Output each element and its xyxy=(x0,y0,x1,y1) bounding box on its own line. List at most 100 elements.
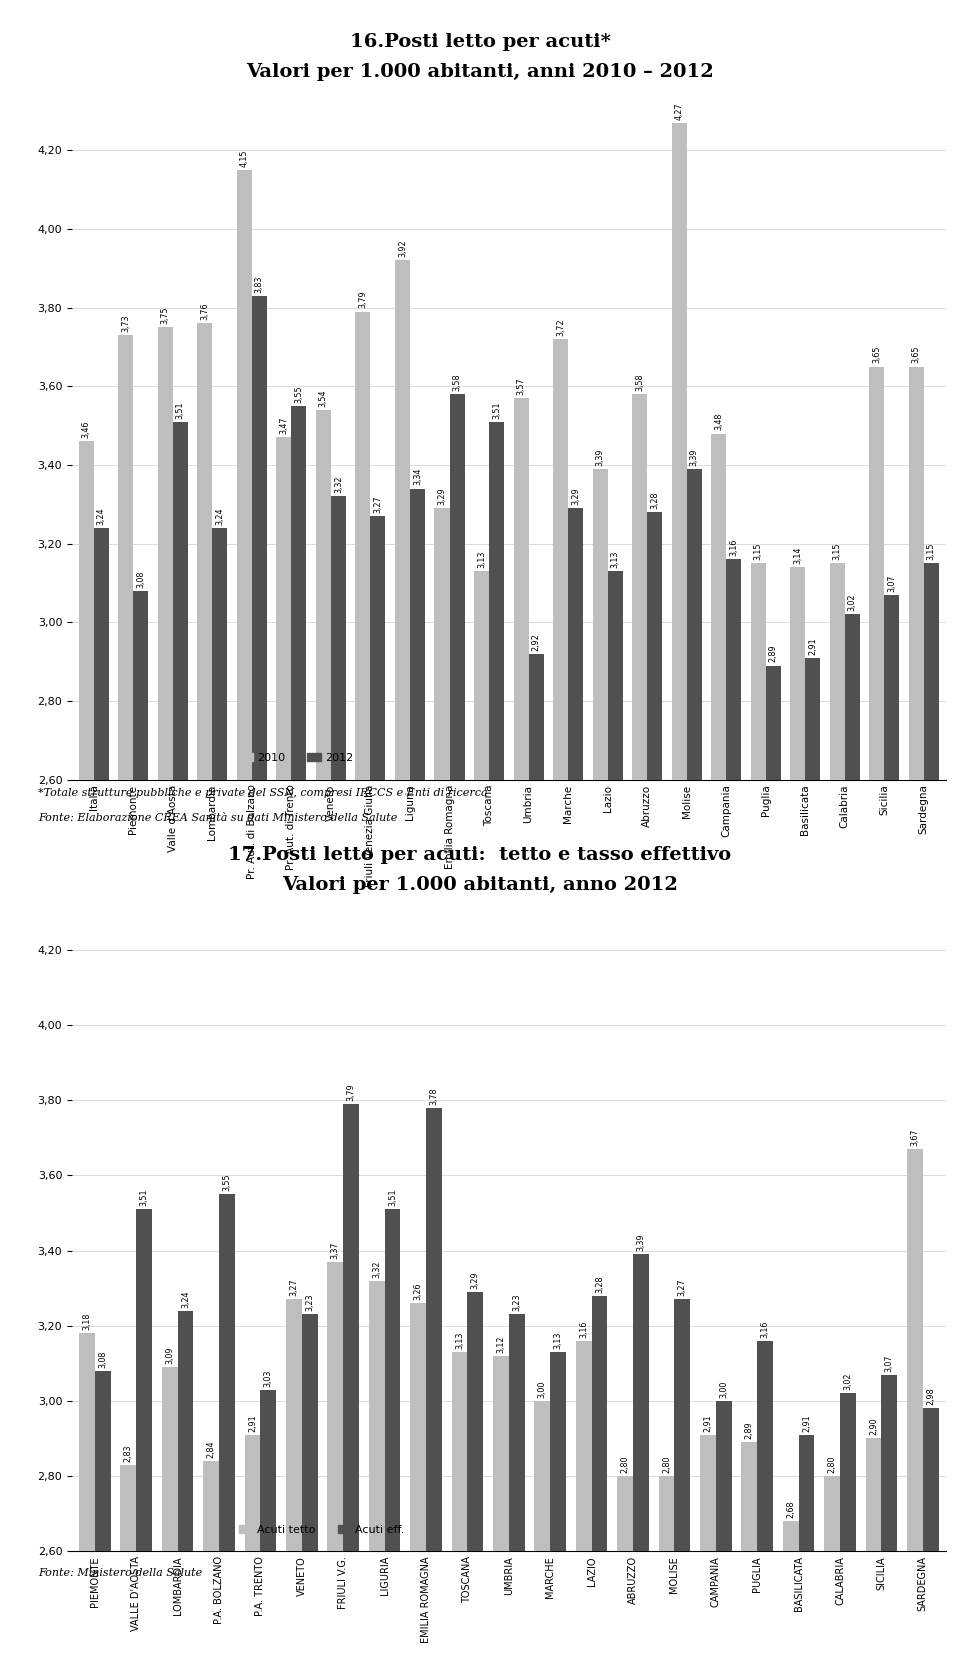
Bar xyxy=(95,1370,110,1659)
Text: 2,91: 2,91 xyxy=(704,1413,712,1432)
Text: 3,67: 3,67 xyxy=(910,1128,920,1146)
Bar xyxy=(825,1477,840,1659)
Text: 3,79: 3,79 xyxy=(347,1083,355,1102)
Text: 2,91: 2,91 xyxy=(248,1413,257,1432)
Text: 3,03: 3,03 xyxy=(264,1369,273,1387)
Bar xyxy=(219,1194,234,1659)
Text: 3,27: 3,27 xyxy=(289,1279,299,1296)
Text: Valori per 1.000 abitanti, anno 2012: Valori per 1.000 abitanti, anno 2012 xyxy=(282,876,678,894)
Bar xyxy=(790,567,805,1659)
Text: 3,13: 3,13 xyxy=(477,551,486,567)
Text: 3,28: 3,28 xyxy=(595,1276,604,1292)
Text: 3,29: 3,29 xyxy=(438,488,446,504)
Bar xyxy=(136,1209,152,1659)
Text: 3,16: 3,16 xyxy=(579,1321,588,1337)
Bar xyxy=(79,441,94,1659)
Bar xyxy=(924,564,939,1659)
Bar xyxy=(451,1352,468,1659)
Bar xyxy=(371,516,386,1659)
Bar xyxy=(118,335,133,1659)
Text: 16.Posti letto per acuti*: 16.Posti letto per acuti* xyxy=(349,33,611,51)
Bar xyxy=(576,1340,591,1659)
Bar xyxy=(355,312,371,1659)
Text: 3,14: 3,14 xyxy=(793,547,803,564)
Bar xyxy=(700,1435,716,1659)
Bar xyxy=(276,438,292,1659)
Bar xyxy=(884,596,900,1659)
Bar xyxy=(672,123,686,1659)
Text: 3,51: 3,51 xyxy=(388,1190,396,1206)
Text: 3,13: 3,13 xyxy=(455,1332,464,1349)
Bar xyxy=(286,1299,301,1659)
Bar xyxy=(686,469,702,1659)
Bar xyxy=(198,324,212,1659)
Bar xyxy=(449,395,465,1659)
Legend: 2010, 2012: 2010, 2012 xyxy=(235,748,358,768)
Text: 2,89: 2,89 xyxy=(745,1422,754,1440)
Text: 3,57: 3,57 xyxy=(516,377,525,395)
Text: 17.Posti letto per acuti:  tetto e tasso effettivo: 17.Posti letto per acuti: tetto e tasso … xyxy=(228,846,732,864)
Bar xyxy=(829,564,845,1659)
Text: 3,16: 3,16 xyxy=(730,539,738,556)
Text: *Totale strutture pubbliche e private del SSN, compresi IRCCS e Enti di ricerca: *Totale strutture pubbliche e private de… xyxy=(38,788,488,798)
Bar xyxy=(870,367,884,1659)
Text: 3,39: 3,39 xyxy=(636,1234,645,1251)
Legend: Acuti tetto, Acuti eff.: Acuti tetto, Acuti eff. xyxy=(235,1520,409,1540)
Bar xyxy=(783,1521,799,1659)
Text: 3,65: 3,65 xyxy=(873,347,881,363)
Text: 3,15: 3,15 xyxy=(832,542,842,561)
Text: 3,26: 3,26 xyxy=(414,1282,422,1301)
Text: 2,83: 2,83 xyxy=(124,1445,132,1462)
Text: 2,80: 2,80 xyxy=(621,1455,630,1473)
Bar xyxy=(173,421,188,1659)
Bar xyxy=(292,406,306,1659)
Bar xyxy=(881,1375,898,1659)
Bar xyxy=(468,1292,483,1659)
Text: 3,75: 3,75 xyxy=(160,307,170,324)
Bar xyxy=(907,1150,923,1659)
Bar xyxy=(535,1400,550,1659)
Text: 2,90: 2,90 xyxy=(869,1418,878,1435)
Text: 3,15: 3,15 xyxy=(926,542,936,561)
Bar xyxy=(568,508,583,1659)
Text: 3,02: 3,02 xyxy=(848,594,857,612)
Text: 3,46: 3,46 xyxy=(82,421,91,438)
Bar xyxy=(632,395,647,1659)
Bar xyxy=(252,295,267,1659)
Bar xyxy=(133,591,148,1659)
Text: 3,54: 3,54 xyxy=(319,390,328,406)
Text: 3,28: 3,28 xyxy=(650,491,660,509)
Text: 4,27: 4,27 xyxy=(675,101,684,119)
Bar xyxy=(120,1465,136,1659)
Text: 4,15: 4,15 xyxy=(240,149,249,168)
Text: 3,51: 3,51 xyxy=(139,1190,149,1206)
Text: 3,13: 3,13 xyxy=(554,1332,563,1349)
Text: 2,92: 2,92 xyxy=(532,634,540,650)
Bar xyxy=(327,1262,343,1659)
Bar xyxy=(489,421,504,1659)
Bar xyxy=(260,1390,276,1659)
Text: 3,34: 3,34 xyxy=(413,468,422,486)
Text: 3,24: 3,24 xyxy=(215,508,225,524)
Bar xyxy=(426,1108,442,1659)
Bar xyxy=(766,665,780,1659)
Bar xyxy=(316,410,331,1659)
Text: 2,80: 2,80 xyxy=(828,1455,837,1473)
Bar xyxy=(301,1314,318,1659)
Bar xyxy=(840,1394,855,1659)
Bar xyxy=(157,327,173,1659)
Bar xyxy=(474,571,489,1659)
Bar xyxy=(204,1462,219,1659)
Text: 3,32: 3,32 xyxy=(334,476,343,493)
Text: 3,55: 3,55 xyxy=(295,385,303,403)
Bar xyxy=(509,1314,524,1659)
Bar xyxy=(553,338,568,1659)
Text: 3,27: 3,27 xyxy=(678,1279,686,1296)
Text: 3,12: 3,12 xyxy=(496,1335,505,1352)
Text: 3,00: 3,00 xyxy=(538,1380,547,1399)
Bar xyxy=(866,1438,881,1659)
Text: 2,89: 2,89 xyxy=(769,645,778,662)
Bar xyxy=(845,614,860,1659)
Text: 3,76: 3,76 xyxy=(201,302,209,320)
Text: 3,18: 3,18 xyxy=(83,1312,91,1331)
